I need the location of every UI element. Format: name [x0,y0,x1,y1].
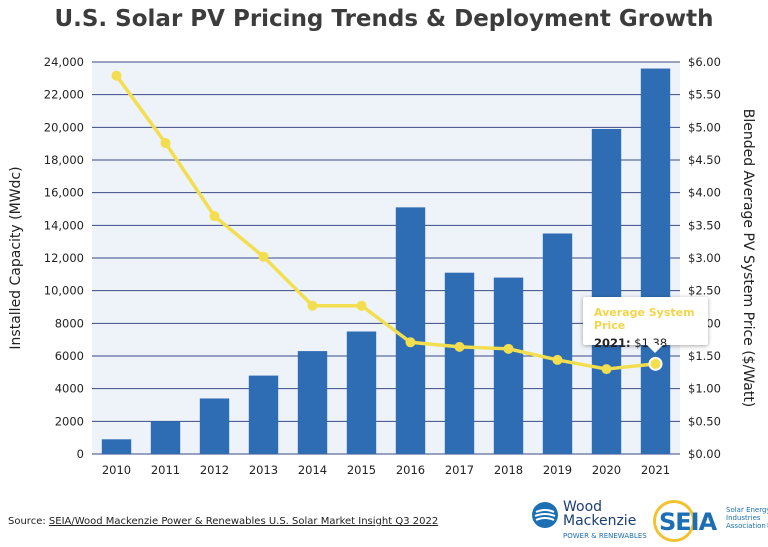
seia-subtitle: Solar Energy Industries Association® [726,506,768,530]
capacity-bar [150,421,181,454]
price-point [503,343,514,354]
price-point [454,341,465,352]
capacity-bar [444,272,475,454]
seia-sub-3: Association® [726,522,768,530]
price-point [160,138,171,149]
y-right-tick-label: $5.00 [688,120,721,134]
y-right-tick-label: $5.50 [688,88,721,102]
capacity-bar [101,439,132,454]
y-right-tick-label: $4.00 [688,186,721,200]
price-point [552,354,563,365]
chart-svg: 0 $0.00 2000 $0.50 4000 $1.00 6000 $1.50 8000 $2.… [8,55,756,477]
wood-mackenzie-wordmark: Wood Mackenzie [563,500,636,528]
y-left-tick-label: 24,000 [44,55,84,69]
y-right-tick-label: $0.00 [688,447,721,461]
y-right-tick-label: $6.00 [688,55,721,69]
wood-mackenzie-subtitle: POWER & RENEWABLES [563,532,647,540]
capacity-bar [640,68,671,455]
capacity-bar [248,375,279,454]
x-tick-label: 2013 [249,463,278,477]
seia-sub-2: Industries [726,514,761,522]
price-point [258,251,269,262]
y-left-tick-label: 20,000 [44,120,84,134]
y-left-tick-label: 4000 [55,382,84,396]
price-tooltip: Average System Price 2021: $1.38 [583,297,708,353]
tooltip-title: Average System Price [594,306,695,332]
x-tick-label: 2011 [151,463,180,477]
y-left-tick-label: 8000 [55,316,84,330]
y-left-tick-label: 0 [77,447,84,461]
y-right-tick-label: $4.50 [688,153,721,167]
capacity-bar [493,277,524,454]
x-tick-label: 2014 [298,463,327,477]
y-right-tick-label: $2.50 [688,284,721,298]
y-left-tick-label: 14,000 [44,218,84,232]
x-tick-label: 2012 [200,463,229,477]
y-right-tick-label: $0.50 [688,414,721,428]
wm-line1: Wood [563,499,603,515]
source-prefix: Source: [8,516,49,527]
x-tick-label: 2020 [592,463,621,477]
price-point [209,211,220,222]
capacity-bar [591,128,622,454]
y-right-tick-label: $1.00 [688,382,721,396]
price-point [601,364,612,375]
capacity-bar [346,331,377,454]
y-left-tick-label: 2000 [55,414,84,428]
price-point [356,300,367,311]
x-tick-label: 2018 [494,463,523,477]
capacity-bar [542,233,573,454]
tooltip-value: $1.38 [634,336,668,350]
y-left-tick-label: 12,000 [44,251,84,265]
tooltip-value-row: 2021: $1.38 [594,336,708,350]
y-right-axis-title: Blended Average PV System Price ($/Watt) [740,109,756,408]
y-left-tick-label: 22,000 [44,88,84,102]
x-tick-label: 2017 [445,463,474,477]
x-tick-label: 2015 [347,463,376,477]
x-tick-label: 2019 [543,463,572,477]
x-tick-label: 2016 [396,463,425,477]
price-point [405,337,416,348]
price-line [115,74,656,371]
price-point [648,356,663,371]
x-tick-label: 2010 [102,463,131,477]
y-right-tick-label: $3.50 [688,218,721,232]
y-left-tick-label: 10,000 [44,284,84,298]
source-note: Source: SEIA/Wood Mackenzie Power & Rene… [8,516,438,527]
wm-line2: Mackenzie [563,513,637,529]
capacity-bar [199,398,230,454]
tooltip-year: 2021: [594,336,631,350]
seia-wordmark: SEIA [659,508,717,536]
source-link[interactable]: SEIA/Wood Mackenzie Power & Renewables U… [48,516,439,527]
wood-mackenzie-globe-icon [532,502,558,528]
capacity-bar [395,207,426,454]
y-left-tick-label: 16,000 [44,186,84,200]
capacity-bar [297,351,328,454]
y-right-tick-label: $1.50 [688,349,721,363]
seia-sub-1: Solar Energy [726,506,768,514]
price-point [111,70,122,81]
y-left-tick-label: 18,000 [44,153,84,167]
wood-mackenzie-logo: Wood Mackenzie POWER & RENEWABLES [532,500,662,544]
y-left-tick-label: 6000 [55,349,84,363]
seia-sun-icon [653,500,695,542]
price-point [307,300,318,311]
y-right-tick-label: $3.00 [688,251,721,265]
y-left-axis-title: Installed Capacity (MWdc) [8,166,24,349]
x-tick-label: 2021 [641,463,670,477]
seia-logo: SEIA Solar Energy Industries Association… [653,500,768,544]
chart-title: U.S. Solar PV Pricing Trends & Deploymen… [54,6,714,32]
